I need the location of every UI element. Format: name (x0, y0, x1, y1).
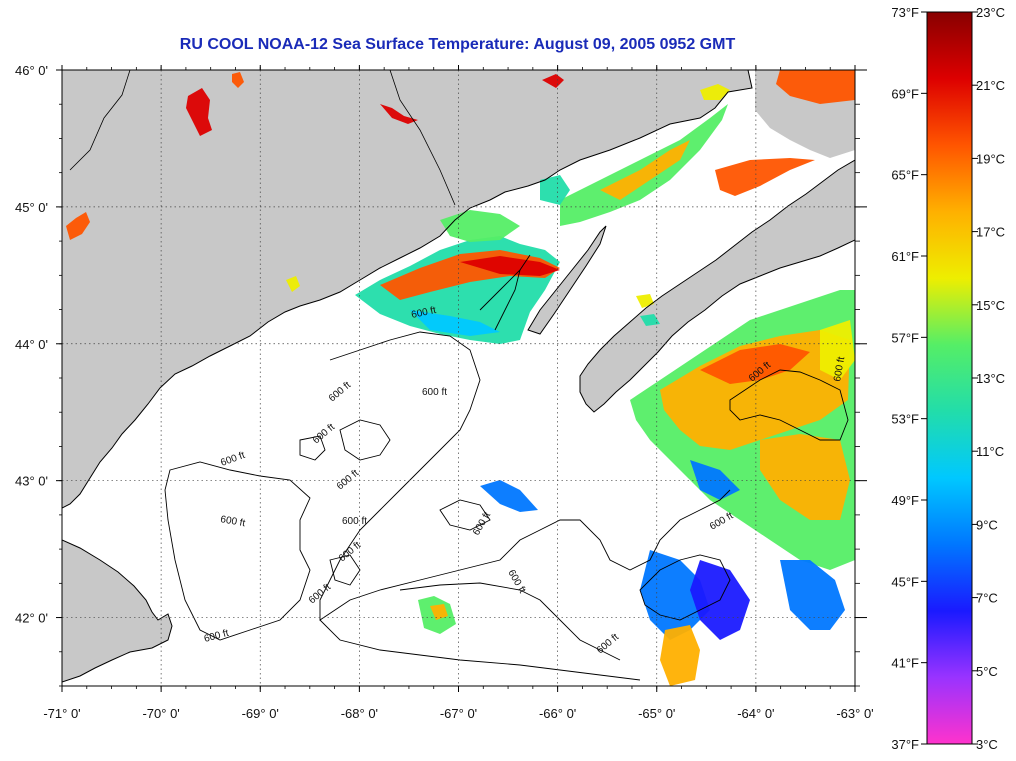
colorbar-c-label: 23°C (976, 5, 1005, 20)
sst-patch (700, 84, 730, 100)
sst-patch (232, 72, 244, 88)
contour-label: 600 ft (342, 516, 367, 527)
sst-patch (542, 74, 564, 88)
lon-tick-label: -67° 0' (440, 706, 477, 721)
land-island-strip (528, 226, 606, 334)
land-mainland (62, 70, 752, 508)
sst-patch (286, 276, 300, 292)
colorbar-f-label: 49°F (891, 493, 919, 508)
lat-tick-label: 42° 0' (15, 611, 48, 626)
contour-label: 600 ft (219, 514, 246, 529)
coastlines (62, 70, 855, 683)
colorbar-c-label: 21°C (976, 78, 1005, 93)
sst-patch (380, 104, 418, 124)
lat-tick-label: 43° 0' (15, 474, 48, 489)
land-cape-cod (62, 540, 172, 682)
lon-tick-label: -71° 0' (43, 706, 80, 721)
sst-patch (430, 604, 448, 620)
colorbar-f-label: 57°F (891, 330, 919, 345)
colorbar-c-label: 17°C (976, 225, 1005, 240)
sst-patch (700, 344, 810, 384)
colorbar-ticks: 73°F 69°F 65°F 61°F 57°F 53°F 49°F 45°F 41°F 37°F… (891, 5, 1005, 752)
lat-tick-label: 45° 0' (15, 200, 48, 215)
colorbar-f-label: 61°F (891, 249, 919, 264)
colorbar-c-label: 15°C (976, 298, 1005, 313)
sst-patch (560, 104, 728, 226)
sst-patch (660, 330, 850, 450)
sst-patch (460, 256, 560, 276)
contour-label: 600 ft (832, 356, 847, 383)
colorbar-c-label: 9°C (976, 517, 998, 532)
sst-data-patches (66, 70, 855, 686)
sst-patch (440, 210, 520, 242)
sst-patch (820, 320, 855, 380)
sst-patch (690, 460, 740, 500)
sst-patch (660, 625, 700, 686)
colorbar-f-label: 73°F (891, 5, 919, 20)
sst-patch (600, 140, 690, 200)
sst-patch (186, 88, 212, 136)
sst-patch (480, 480, 538, 512)
colorbar: 73°F 69°F 65°F 61°F 57°F 53°F 49°F 45°F 41°F 37°F… (891, 5, 1005, 752)
colorbar-c-label: 3°C (976, 737, 998, 752)
lat-tick-label: 46° 0' (15, 63, 48, 78)
graticule (62, 70, 855, 686)
lon-tick-label: -68° 0' (341, 706, 378, 721)
sst-patch (715, 158, 815, 196)
colorbar-f-label: 53°F (891, 412, 919, 427)
colorbar-f-label: 69°F (891, 86, 919, 101)
lon-tick-label: -70° 0' (142, 706, 179, 721)
colorbar-gradient (926, 11, 973, 745)
colorbar-c-label: 5°C (976, 664, 998, 679)
lon-tick-label: -69° 0' (242, 706, 279, 721)
colorbar-f-label: 65°F (891, 168, 919, 183)
colorbar-c-label: 11°C (976, 444, 1004, 459)
lon-tick-label: -66° 0' (539, 706, 576, 721)
lat-tick-label: 44° 0' (15, 337, 48, 352)
colorbar-c-label: 7°C (976, 591, 998, 606)
axis-ticks: -71° 0' -70° 0' -69° 0' -68° 0' -67° 0' -66° … (15, 63, 874, 721)
lon-tick-label: -65° 0' (638, 706, 675, 721)
sst-patch (780, 560, 845, 630)
chart-title: RU COOL NOAA-12 Sea Surface Temperature:… (179, 36, 736, 53)
colorbar-f-label: 45°F (891, 574, 919, 589)
colorbar-c-label: 13°C (976, 371, 1005, 386)
sst-patch (540, 175, 570, 205)
land-masses (62, 70, 855, 682)
colorbar-f-label: 37°F (891, 737, 919, 752)
lon-tick-label: -64° 0' (737, 706, 774, 721)
sst-patch (760, 434, 850, 520)
land-nova-scotia (580, 70, 855, 412)
sst-patch (640, 314, 660, 326)
lon-tick-label: -63° 0' (836, 706, 873, 721)
sst-patch (776, 70, 855, 104)
contour-label: 600 ft (422, 387, 447, 398)
colorbar-c-label: 19°C (976, 151, 1005, 166)
sst-patch (410, 310, 500, 336)
contour-label: 600 ft (410, 305, 437, 321)
sst-patch (66, 212, 90, 240)
colorbar-f-label: 41°F (891, 656, 919, 671)
sst-patch (636, 294, 654, 308)
